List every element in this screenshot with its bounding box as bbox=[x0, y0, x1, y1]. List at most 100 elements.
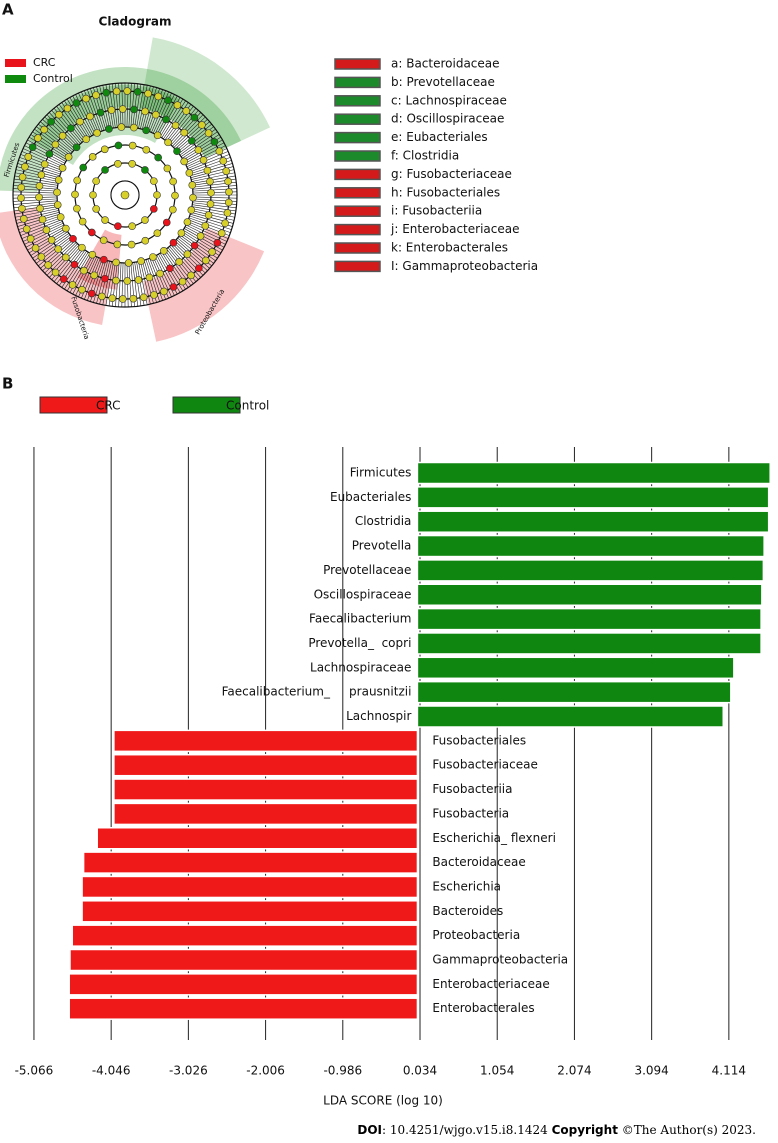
category-label: Bacteroidaceae bbox=[432, 855, 525, 869]
node bbox=[210, 138, 219, 146]
bar bbox=[71, 924, 419, 947]
category-label: Proteobacteria bbox=[432, 928, 520, 942]
node bbox=[112, 276, 120, 285]
branch bbox=[177, 123, 212, 153]
branch bbox=[192, 196, 237, 199]
key-label: b: Prevotellaceae bbox=[391, 75, 495, 89]
node bbox=[123, 87, 132, 95]
branch bbox=[14, 206, 59, 215]
node bbox=[92, 205, 100, 213]
node bbox=[88, 228, 96, 237]
branch bbox=[27, 139, 66, 162]
legend-swatch bbox=[5, 75, 26, 83]
node bbox=[129, 294, 138, 303]
branch bbox=[72, 255, 94, 295]
node bbox=[87, 289, 96, 298]
bar bbox=[113, 729, 419, 753]
node bbox=[215, 147, 224, 156]
branch bbox=[58, 104, 86, 141]
node bbox=[127, 240, 136, 249]
bar bbox=[68, 997, 419, 1020]
cladogram-title: Cladogram bbox=[99, 15, 172, 29]
legend-label: Control bbox=[226, 399, 269, 413]
node bbox=[35, 193, 43, 202]
node bbox=[86, 112, 94, 121]
node bbox=[40, 160, 49, 168]
category-label: Fusobacteriia bbox=[432, 782, 512, 796]
node bbox=[120, 190, 130, 200]
node bbox=[18, 173, 27, 181]
branch bbox=[17, 213, 60, 227]
node bbox=[62, 224, 70, 233]
node bbox=[36, 204, 44, 213]
node bbox=[219, 157, 228, 165]
key-label: i: Fusobacteriia bbox=[391, 204, 482, 218]
bar bbox=[416, 510, 770, 533]
panel-label: B bbox=[2, 375, 13, 393]
node bbox=[133, 87, 142, 96]
branch bbox=[149, 90, 166, 132]
node bbox=[141, 236, 150, 245]
branch bbox=[108, 84, 116, 128]
key-label: e: Eubacteriales bbox=[391, 130, 488, 144]
node bbox=[101, 274, 109, 283]
category-label: Oscillospiraceae bbox=[314, 587, 412, 601]
node bbox=[130, 123, 138, 132]
node bbox=[51, 140, 60, 149]
node bbox=[225, 188, 233, 196]
node bbox=[190, 113, 199, 122]
node bbox=[164, 138, 172, 147]
node bbox=[69, 235, 77, 243]
node bbox=[134, 276, 143, 284]
node bbox=[63, 104, 72, 113]
node bbox=[188, 137, 196, 145]
node bbox=[93, 129, 101, 137]
node bbox=[150, 205, 158, 213]
category-label: Faecalibacterium_ prausnitzii bbox=[222, 685, 412, 699]
bar bbox=[113, 753, 419, 777]
node bbox=[171, 121, 180, 130]
node bbox=[96, 108, 105, 117]
branch bbox=[183, 229, 222, 254]
node bbox=[202, 256, 210, 265]
node bbox=[128, 141, 137, 150]
key-swatch bbox=[334, 242, 381, 254]
category-label: Enterobacterales bbox=[432, 1001, 534, 1015]
branch bbox=[18, 160, 61, 175]
clade-shade bbox=[140, 37, 271, 158]
node bbox=[162, 115, 170, 124]
branch bbox=[134, 262, 142, 306]
node bbox=[169, 283, 178, 291]
legend-swatch bbox=[39, 396, 108, 414]
bar bbox=[416, 656, 735, 680]
node bbox=[221, 219, 229, 228]
node bbox=[88, 153, 97, 161]
category-label: Clostridia bbox=[355, 514, 412, 528]
category-label: Lachnospiraceae bbox=[310, 660, 411, 674]
node bbox=[224, 177, 232, 186]
key-swatch bbox=[334, 76, 381, 89]
node bbox=[188, 181, 197, 189]
node bbox=[107, 106, 116, 114]
node bbox=[144, 89, 152, 98]
node bbox=[139, 293, 148, 302]
node bbox=[51, 268, 60, 277]
clade-shade bbox=[143, 227, 265, 342]
branch bbox=[170, 244, 201, 278]
node bbox=[187, 271, 195, 280]
node bbox=[153, 131, 162, 140]
node bbox=[198, 121, 206, 129]
branch bbox=[167, 108, 197, 143]
node bbox=[154, 92, 163, 101]
category-label: Prevotella bbox=[352, 539, 412, 553]
node bbox=[79, 163, 88, 172]
node bbox=[117, 123, 126, 131]
branch bbox=[13, 200, 58, 205]
category-label: Faecalibacterium bbox=[309, 612, 411, 626]
node bbox=[118, 295, 127, 303]
branch bbox=[84, 258, 101, 300]
node bbox=[73, 176, 81, 185]
node bbox=[99, 236, 108, 245]
